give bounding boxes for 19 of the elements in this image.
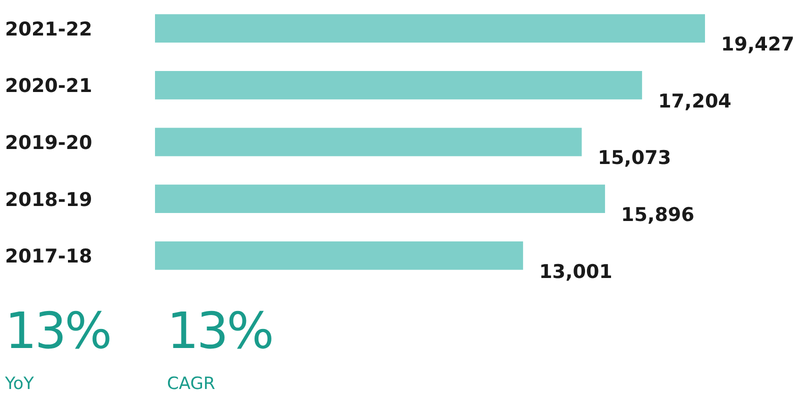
data-label: 15,073 <box>598 147 672 170</box>
text: 13% <box>167 302 272 360</box>
bar <box>155 71 642 100</box>
y-tick-label: 2019-20 <box>5 132 92 154</box>
text: 13% <box>5 302 110 360</box>
text: YoY <box>4 374 35 393</box>
y-tick-label: 2021-22 <box>5 18 92 40</box>
bar <box>155 184 606 213</box>
bar <box>155 241 524 270</box>
data-label: 15,896 <box>621 204 694 226</box>
y-tick-label: 2018-19 <box>5 188 92 211</box>
data-label: 13,001 <box>539 260 612 283</box>
bar <box>155 128 582 156</box>
bar <box>155 14 705 43</box>
data-label: 19,427 <box>721 34 794 56</box>
text: CAGR <box>167 374 216 393</box>
y-tick-label: 2020-21 <box>5 75 92 98</box>
y-tick-label: 2017-18 <box>5 246 92 268</box>
data-label: 17,204 <box>658 90 732 112</box>
